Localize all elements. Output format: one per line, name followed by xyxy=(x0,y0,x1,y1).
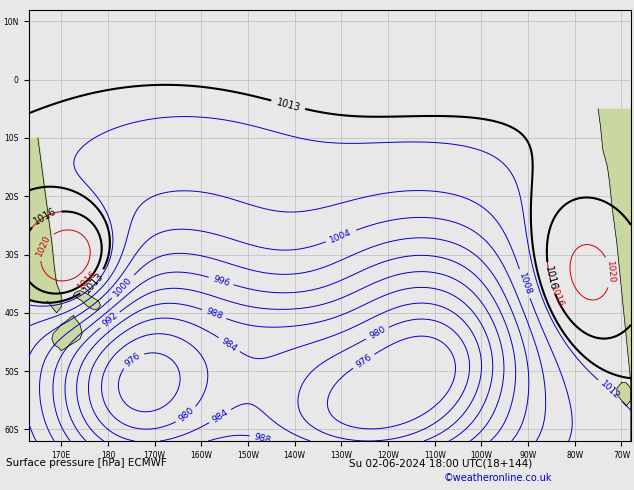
Polygon shape xyxy=(52,316,82,351)
Text: 984: 984 xyxy=(220,336,239,353)
Text: 1020: 1020 xyxy=(604,261,616,284)
Text: 1004: 1004 xyxy=(328,227,353,245)
Text: 1020: 1020 xyxy=(35,234,53,258)
Text: 1013: 1013 xyxy=(82,270,105,295)
Text: Surface pressure [hPa] ECMWF: Surface pressure [hPa] ECMWF xyxy=(6,458,167,468)
Text: 1016: 1016 xyxy=(76,269,99,292)
Text: 1008: 1008 xyxy=(517,271,533,296)
Polygon shape xyxy=(74,291,100,310)
Text: ©weatheronline.co.uk: ©weatheronline.co.uk xyxy=(444,473,552,483)
Text: 1000: 1000 xyxy=(112,275,134,298)
Text: 980: 980 xyxy=(177,406,196,424)
Text: 1016: 1016 xyxy=(548,284,565,309)
Text: 1016: 1016 xyxy=(543,265,558,291)
Text: 988: 988 xyxy=(253,432,272,445)
Text: 988: 988 xyxy=(205,307,224,321)
Text: 984: 984 xyxy=(210,408,230,424)
Polygon shape xyxy=(617,383,631,406)
Text: 992: 992 xyxy=(101,311,119,329)
Text: 996: 996 xyxy=(212,274,231,288)
Text: 1016: 1016 xyxy=(32,206,58,227)
Text: 976: 976 xyxy=(354,352,373,370)
Text: 1012: 1012 xyxy=(598,379,621,402)
Text: Su 02-06-2024 18:00 UTC(18+144): Su 02-06-2024 18:00 UTC(18+144) xyxy=(349,458,532,468)
Text: 976: 976 xyxy=(123,351,142,368)
Text: 1013: 1013 xyxy=(275,97,301,113)
Text: 980: 980 xyxy=(368,325,387,341)
